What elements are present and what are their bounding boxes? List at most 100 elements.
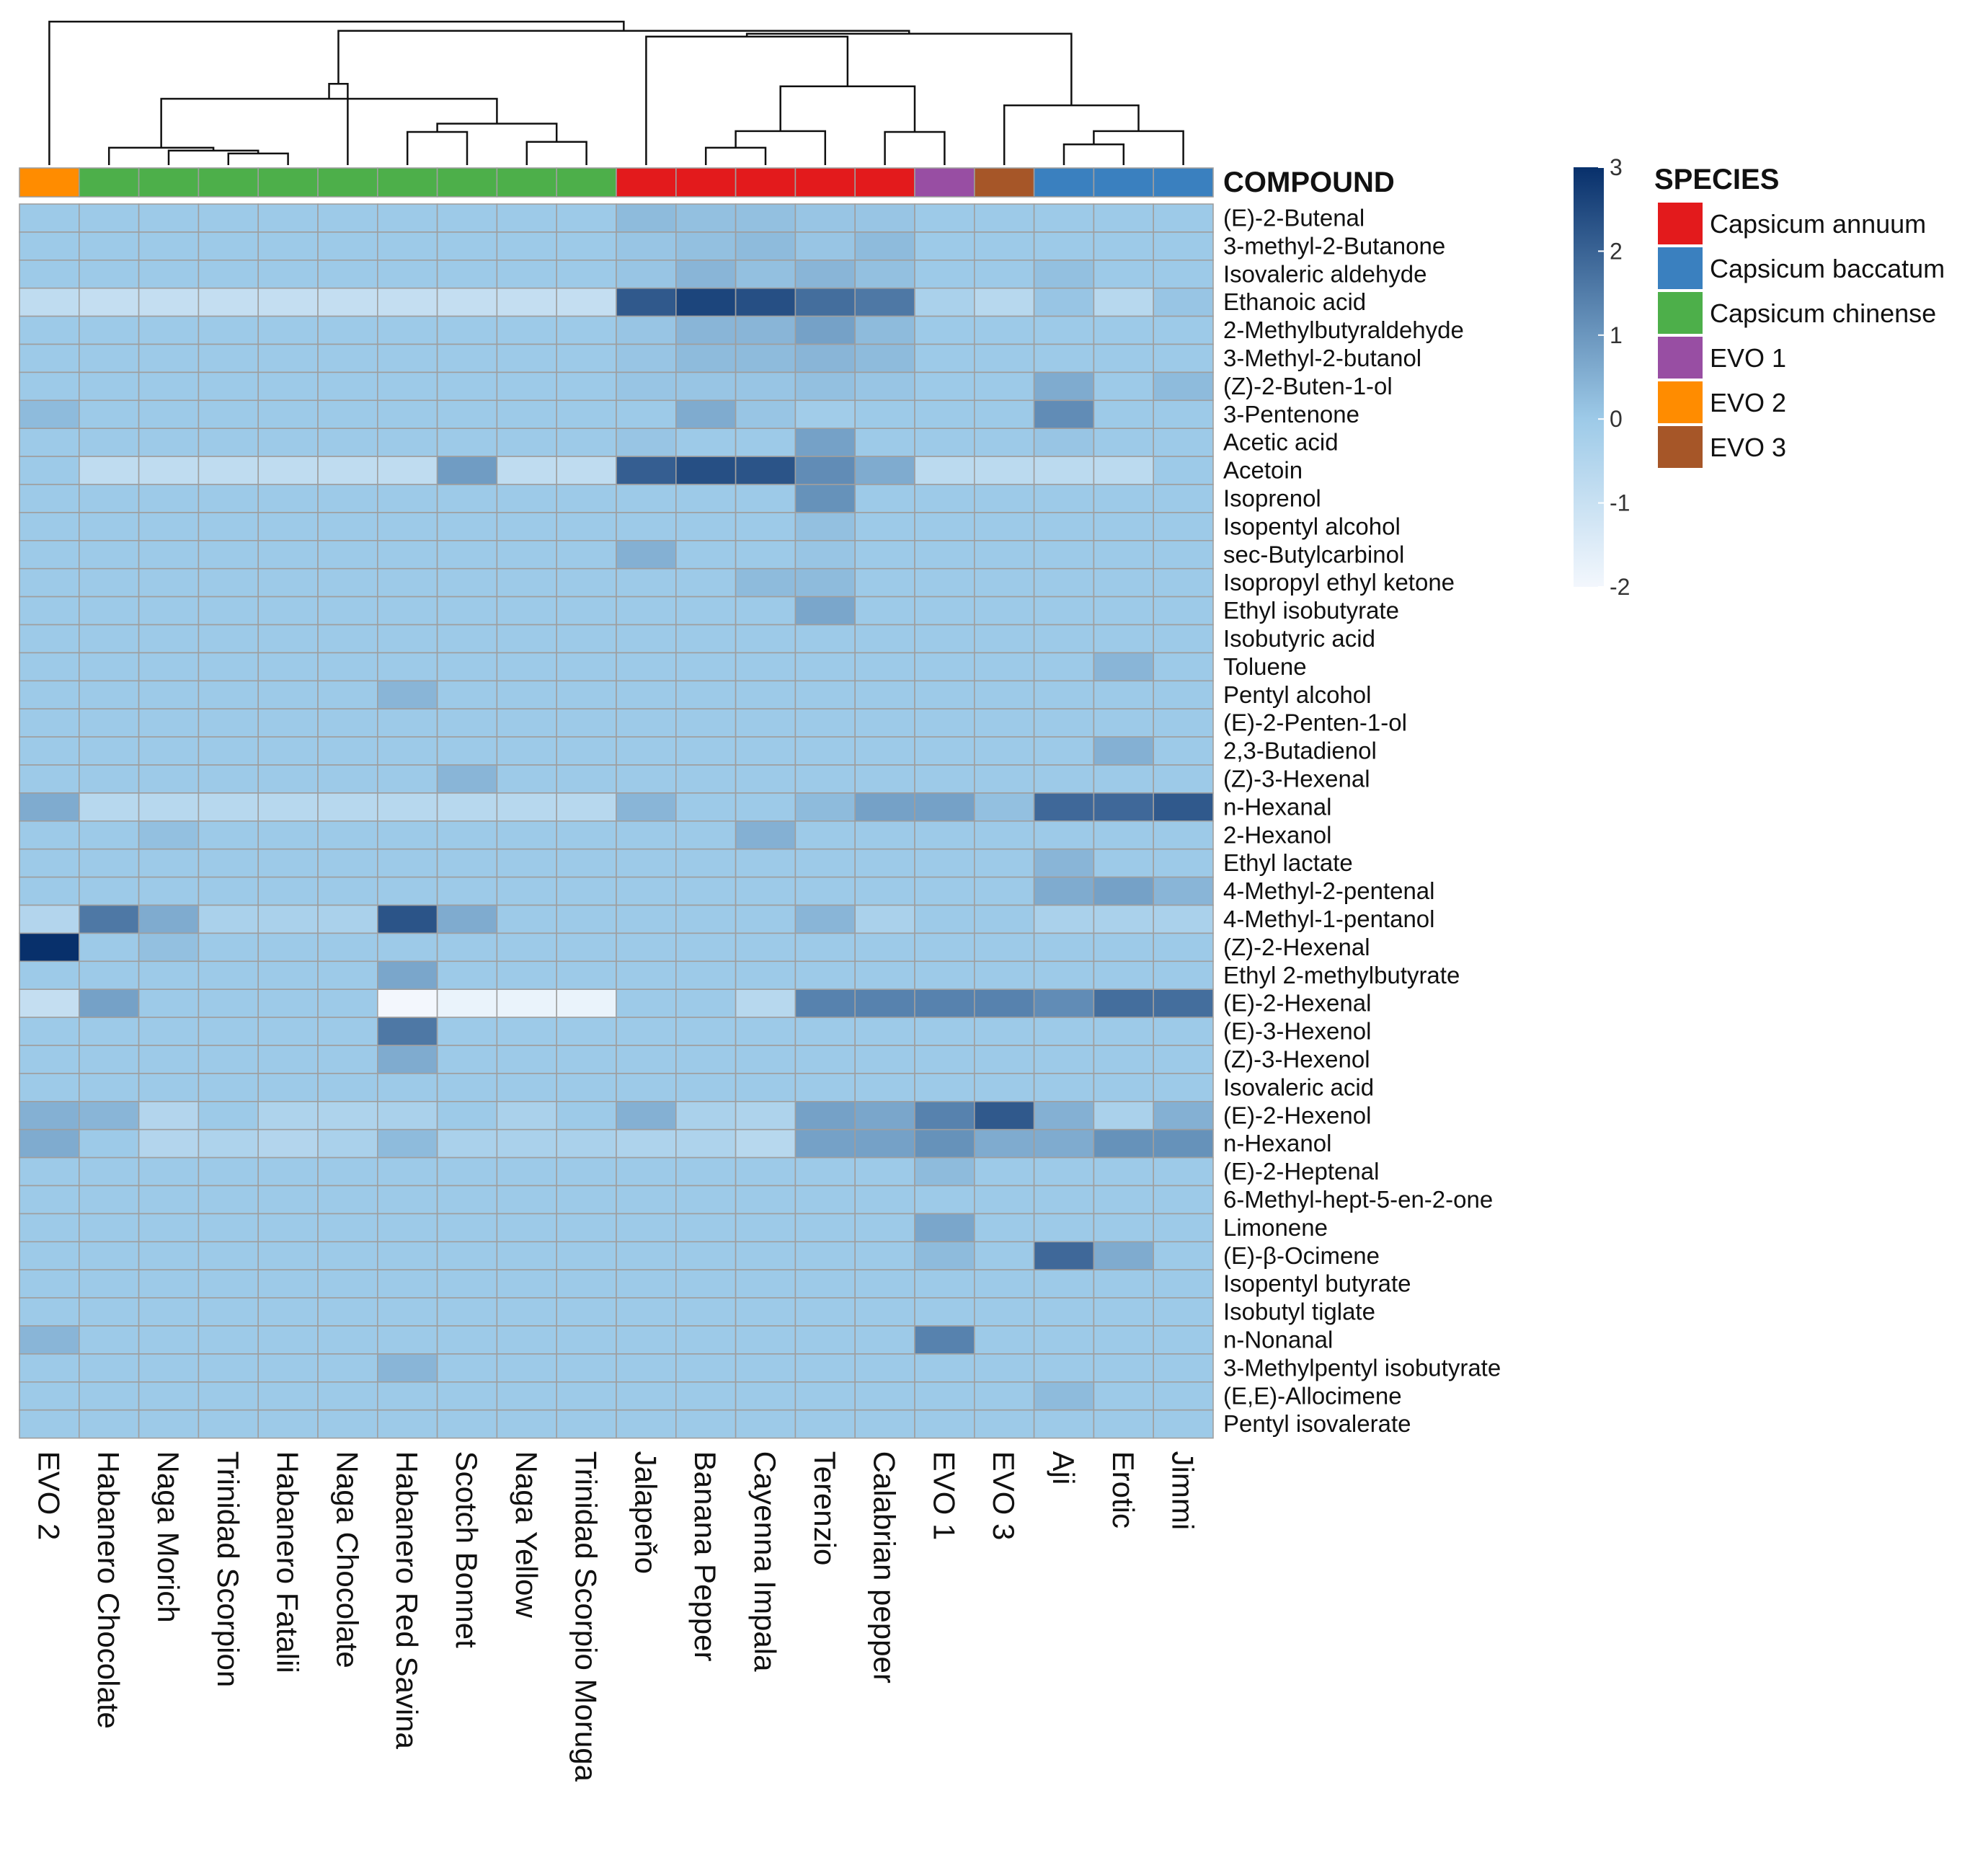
heatmap-cell-e-2-hexenal-evo-1 <box>914 988 975 1018</box>
heatmap-cell-ethyl-isobutyrate-evo-3 <box>974 596 1035 626</box>
column-label: Jalapeňo <box>629 1451 662 1574</box>
heatmap-cell-6-methyl-hept-5-en-2-one-habanero-red-savina <box>376 1185 438 1215</box>
heatmap-cell-isopropyl-ethyl-ketone-calabrian-pepper <box>854 567 915 598</box>
heatmap-cell-ethanoic-acid-scotch-bonnet <box>436 287 498 317</box>
heatmap-cell-e-e-allocimene-naga-morich <box>138 1381 200 1411</box>
heatmap-cell-e-ocimene-aji <box>1033 1241 1095 1271</box>
heatmap-cell-n-hexanal-evo-2 <box>19 792 80 822</box>
heatmap-cell-3-methyl-2-butanone-naga-yellow <box>496 231 558 261</box>
heatmap-cell-pentyl-alcohol-evo-1 <box>914 680 975 709</box>
heatmap-cell-n-hexanol-calabrian-pepper <box>854 1128 915 1159</box>
heatmap-cell-2-hexanol-trinidad-scorpion <box>198 820 259 850</box>
heatmap-cell-z-2-hexenal-habanero-red-savina <box>376 932 438 963</box>
heatmap-cell-acetic-acid-jalape-o <box>616 428 677 457</box>
annotation-cell-evo-1 <box>914 167 975 198</box>
heatmap-cell-n-hexanal-banana-pepper <box>675 792 737 822</box>
heatmap-cell-e-2-butenal-naga-chocolate <box>317 203 378 233</box>
heatmap-cell-n-hexanal-terenzio <box>794 792 856 822</box>
heatmap-cell-isovaleric-aldehyde-naga-yellow <box>496 259 558 289</box>
heatmap-cell-3-pentenone-terenzio <box>794 399 856 429</box>
legend-label: Capsicum annuum <box>1710 209 1926 239</box>
heatmap-cell-6-methyl-hept-5-en-2-one-calabrian-pepper <box>854 1185 915 1215</box>
heatmap-cell-3-methyl-2-butanone-calabrian-pepper <box>854 231 915 261</box>
heatmap-cell-e-2-heptenal-banana-pepper <box>675 1156 737 1187</box>
row-label: 4-Methyl-1-pentanol <box>1223 906 1435 932</box>
heatmap-cell-limonene-cayenna-impala <box>735 1213 797 1243</box>
row-label: Isovaleric acid <box>1223 1074 1374 1100</box>
heatmap-cell-pentyl-isovalerate-evo-2 <box>19 1409 80 1439</box>
heatmap-cell-isobutyric-acid-trinidad-scorpio-moruga <box>556 624 617 654</box>
column-label: Calabrian pepper <box>868 1451 902 1683</box>
heatmap-cell-6-methyl-hept-5-en-2-one-erotic <box>1093 1185 1155 1215</box>
heatmap-cell-ethanoic-acid-calabrian-pepper <box>854 287 915 317</box>
heatmap-cell-acetoin-calabrian-pepper <box>854 456 915 485</box>
heatmap-cell-3-methylpentyl-isobutyrate-naga-yellow <box>496 1353 558 1383</box>
heatmap-cell-isopentyl-butyrate-aji <box>1033 1269 1095 1298</box>
heatmap-cell-n-hexanal-jalape-o <box>616 792 677 822</box>
heatmap-cell-n-nonanal-aji <box>1033 1325 1095 1355</box>
dendrogram-branch <box>48 20 625 165</box>
heatmap-cell-isovaleric-aldehyde-evo-3 <box>974 259 1035 289</box>
heatmap-cell-isoprenol-naga-morich <box>138 484 200 513</box>
heatmap-cell-sec-butylcarbinol-naga-morich <box>138 539 200 570</box>
heatmap-cell-isovaleric-aldehyde-cayenna-impala <box>735 259 797 289</box>
heatmap-cell-4-methyl-1-pentanol-terenzio <box>794 904 856 934</box>
annotation-cell-aji <box>1033 167 1095 198</box>
row-label: Pentyl isovalerate <box>1223 1410 1411 1437</box>
heatmap-cell-z-2-hexenal-naga-morich <box>138 932 200 963</box>
heatmap-cell-z-2-buten-1-ol-scotch-bonnet <box>436 371 498 402</box>
heatmap-cell-n-hexanal-trinidad-scorpio-moruga <box>556 792 617 822</box>
heatmap-cell-isovaleric-acid-naga-yellow <box>496 1073 558 1102</box>
heatmap-cell-isovaleric-aldehyde-naga-chocolate <box>317 259 378 289</box>
heatmap-cell-z-3-hexenal-naga-yellow <box>496 764 558 794</box>
heatmap-cell-isoprenol-aji <box>1033 484 1095 513</box>
column-label: EVO 1 <box>927 1451 961 1541</box>
heatmap-cell-ethyl-2-methylbutyrate-naga-morich <box>138 960 200 991</box>
heatmap-cell-z-2-buten-1-ol-erotic <box>1093 371 1155 402</box>
column-dendrogram <box>48 20 1184 165</box>
heatmap-cell-n-hexanal-naga-morich <box>138 792 200 822</box>
heatmap-cell-4-methyl-2-pentenal-habanero-red-savina <box>376 876 438 906</box>
heatmap-cell-e-2-hexenol-terenzio <box>794 1101 856 1131</box>
heatmap-cell-4-methyl-2-pentenal-banana-pepper <box>675 876 737 906</box>
heatmap-cell-2-hexanol-naga-morich <box>138 820 200 850</box>
heatmap-cell-3-methyl-2-butanol-jimmi <box>1153 343 1214 373</box>
heatmap-cell-2-hexanol-evo-3 <box>974 820 1035 850</box>
heatmap-cell-e-2-hexenal-habanero-fatalii <box>257 988 319 1018</box>
heatmap-cell-e-e-allocimene-cayenna-impala <box>735 1381 797 1411</box>
heatmap-cell-e-e-allocimene-banana-pepper <box>675 1381 737 1411</box>
heatmap-cell-pentyl-isovalerate-trinidad-scorpio-moruga <box>556 1409 617 1439</box>
heatmap-cell-3-methyl-2-butanone-erotic <box>1093 231 1155 261</box>
heatmap-cell-e-2-hexenal-aji <box>1033 988 1095 1018</box>
heatmap-cell-acetic-acid-trinidad-scorpion <box>198 428 259 457</box>
heatmap-cell-ethyl-isobutyrate-habanero-red-savina <box>376 596 438 626</box>
heatmap-cell-3-methylpentyl-isobutyrate-evo-2 <box>19 1353 80 1383</box>
column-label: Trinidad Scorpio Moruga <box>569 1451 603 1782</box>
heatmap-cell-ethyl-isobutyrate-naga-morich <box>138 596 200 626</box>
heatmap-cell-ethyl-isobutyrate-cayenna-impala <box>735 596 797 626</box>
heatmap-cell-isopentyl-alcohol-banana-pepper <box>675 512 737 541</box>
heatmap-cell-isovaleric-acid-calabrian-pepper <box>854 1073 915 1102</box>
heatmap-cell-isobutyric-acid-evo-2 <box>19 624 80 654</box>
heatmap-cell-2-hexanol-aji <box>1033 820 1095 850</box>
column-label: EVO 2 <box>32 1451 66 1541</box>
heatmap-cell-pentyl-alcohol-evo-3 <box>974 680 1035 709</box>
heatmap-cell-4-methyl-1-pentanol-evo-1 <box>914 904 975 934</box>
heatmap-cell-e-2-hexenol-trinidad-scorpion <box>198 1101 259 1131</box>
heatmap-cell-z-2-buten-1-ol-habanero-fatalii <box>257 371 319 402</box>
heatmap-cell-isopentyl-butyrate-naga-morich <box>138 1269 200 1298</box>
heatmap-cell-e-2-penten-1-ol-terenzio <box>794 708 856 738</box>
heatmap-cell-limonene-evo-2 <box>19 1213 80 1243</box>
heatmap-cell-isoprenol-calabrian-pepper <box>854 484 915 513</box>
heatmap-cell-z-3-hexenol-aji <box>1033 1045 1095 1074</box>
heatmap-cell-n-hexanal-habanero-fatalii <box>257 792 319 822</box>
heatmap-cell-3-methyl-2-butanol-evo-2 <box>19 343 80 373</box>
heatmap-cell-2-methylbutyraldehyde-evo-3 <box>974 315 1035 345</box>
heatmap-cell-e-ocimene-terenzio <box>794 1241 856 1271</box>
heatmap-cell-e-2-penten-1-ol-erotic <box>1093 708 1155 738</box>
heatmap-cell-acetoin-naga-chocolate <box>317 456 378 485</box>
heatmap-cell-isovaleric-aldehyde-habanero-red-savina <box>376 259 438 289</box>
annotation-cell-jalape-o <box>616 167 677 198</box>
heatmap-cell-n-hexanol-jimmi <box>1153 1128 1214 1159</box>
heatmap-cell-e-2-hexenal-trinidad-scorpion <box>198 988 259 1018</box>
